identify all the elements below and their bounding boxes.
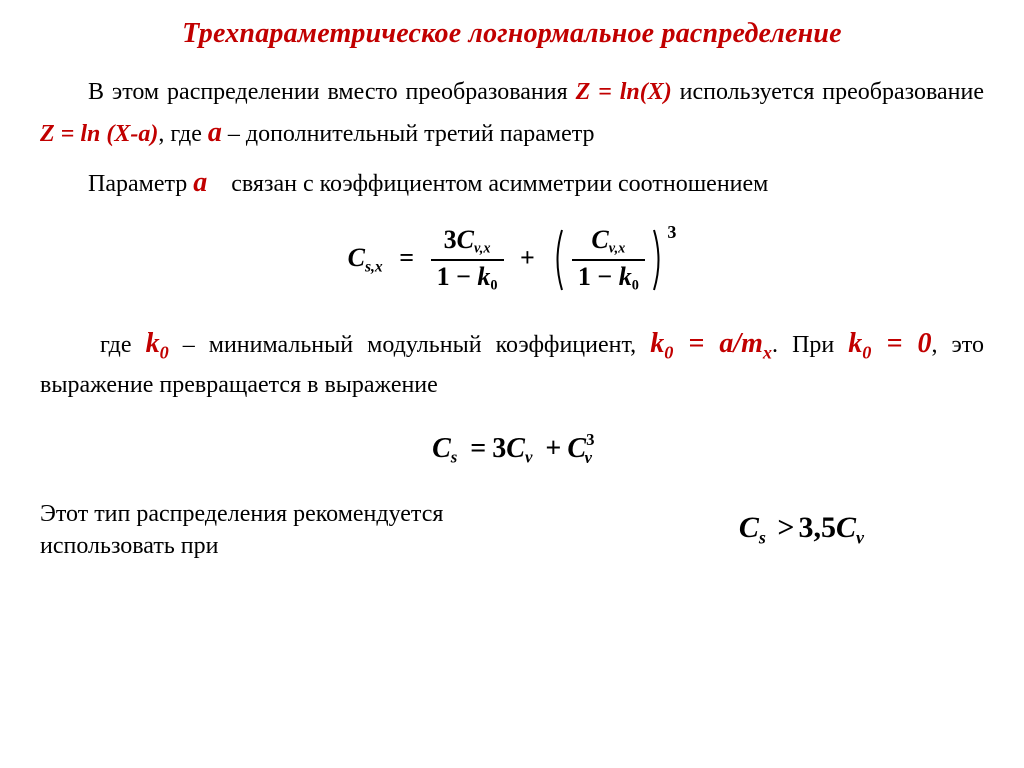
f2-v2: v: [584, 448, 591, 467]
slide-title: Трехпараметрическое логнормальное распре…: [40, 18, 984, 50]
p3-k0am-k: k: [650, 328, 664, 359]
f1-den1-1mk: 1 −: [437, 262, 478, 291]
f1-num1-C: C: [457, 225, 474, 254]
p3-k00: k0 = 0: [848, 328, 931, 359]
paragraph-3: где k0 – минимальный модульный коэффицие…: [40, 322, 984, 404]
p3-k00-k: k: [848, 328, 862, 359]
f3-C2: C: [836, 511, 856, 544]
f1-num2-C: C: [591, 225, 608, 254]
f1-num1-sub: v,x: [474, 240, 491, 256]
f2-cube: 3: [586, 430, 594, 449]
formula-2: Cs =3Cv +C3v: [432, 430, 592, 468]
f3-v: v: [856, 528, 864, 548]
p3-k0a: k0: [146, 328, 169, 359]
f1-num1-3: 3: [444, 225, 457, 254]
p3-t3: . При: [772, 332, 848, 358]
f1-num2-sub: v,x: [609, 240, 626, 256]
p3-k0am: k0 = a/mx: [650, 328, 772, 359]
f2-C: C: [432, 433, 451, 464]
p3-t1: где: [100, 332, 146, 358]
slide: Трехпараметрическое логнормальное распре…: [0, 0, 1024, 768]
p1-z-lnx: Z = ln(X): [576, 79, 672, 105]
f1-lhs-sub: s,x: [365, 258, 383, 275]
f1-rparen: [651, 228, 665, 292]
f1-plus: +: [510, 243, 545, 272]
p3-k0am-sub: 0: [664, 343, 673, 363]
f1-num2: Cv,x: [572, 226, 645, 261]
f1-den2-sub: 0: [632, 277, 639, 293]
f1-num1: 3Cv,x: [431, 226, 504, 261]
bottom-text: Этот тип распределения рекомендуется исп…: [40, 498, 520, 563]
p2-t2: связан с коэффициентом асимметрии соотно…: [225, 171, 768, 197]
p2-a: а: [193, 167, 207, 198]
f1-den2-k: k: [619, 262, 632, 291]
f1-den2-1mk: 1 −: [578, 262, 619, 291]
formula-1: Cs,x = 3Cv,x 1 − k0 + Cv,x 1 − k0 3: [348, 226, 677, 294]
p3-k0am-rhs-sub: x: [763, 343, 772, 363]
formula-3: Cs >3,5Cv: [739, 511, 984, 548]
p3-k0a-sub: 0: [160, 343, 169, 363]
f1-den2: 1 − k0: [572, 261, 645, 294]
f1-lparen: [551, 228, 565, 292]
f3-C: C: [739, 511, 759, 544]
p1-t4: – дополнительный третий параметр: [222, 121, 595, 147]
p1-a: а: [208, 117, 222, 148]
p1-z-lnxa: Z = ln (X-a): [40, 121, 158, 147]
f3-gt: >: [773, 511, 798, 544]
paragraph-2: Параметр а связан с коэффициентом асимме…: [40, 161, 984, 204]
f2-eq: =: [464, 433, 492, 464]
f2-s: s: [451, 448, 458, 467]
p3-t2: – минимальный модульный коэффициент,: [169, 332, 651, 358]
p1-t1: В этом распределении вместо преобразован…: [88, 79, 576, 105]
p3-k0a-k: k: [146, 328, 160, 359]
f3-s: s: [759, 528, 766, 548]
f1-frac1: 3Cv,x 1 − k0: [431, 226, 504, 294]
f1-frac2: Cv,x 1 − k0: [572, 226, 645, 294]
f3-val: 3,5: [798, 511, 836, 544]
f2-3: 3: [492, 433, 506, 464]
f1-den1: 1 − k0: [431, 261, 504, 294]
formula-2-row: Cs =3Cv +C3v: [40, 430, 984, 468]
formula-1-row: Cs,x = 3Cv,x 1 − k0 + Cv,x 1 − k0 3: [40, 226, 984, 294]
f1-eq: =: [389, 243, 424, 272]
f1-den1-k: k: [477, 262, 490, 291]
f1-lhs-C: C: [348, 243, 365, 272]
paragraph-1: В этом распределении вместо преобразован…: [40, 74, 984, 155]
f2-C2: C: [506, 433, 525, 464]
p2-t1: Параметр: [88, 171, 193, 197]
bottom-row: Этот тип распределения рекомендуется исп…: [40, 498, 984, 563]
f1-den1-sub: 0: [490, 277, 497, 293]
p1-t2: используется преобразование: [672, 79, 984, 105]
p1-t3: , где: [158, 121, 208, 147]
f2-v: v: [525, 448, 532, 467]
f2-plus: +: [539, 433, 567, 464]
p3-k0am-rhs: = a/m: [673, 328, 763, 359]
f1-power: 3: [667, 222, 676, 243]
p3-k00-rhs: = 0: [871, 328, 931, 359]
